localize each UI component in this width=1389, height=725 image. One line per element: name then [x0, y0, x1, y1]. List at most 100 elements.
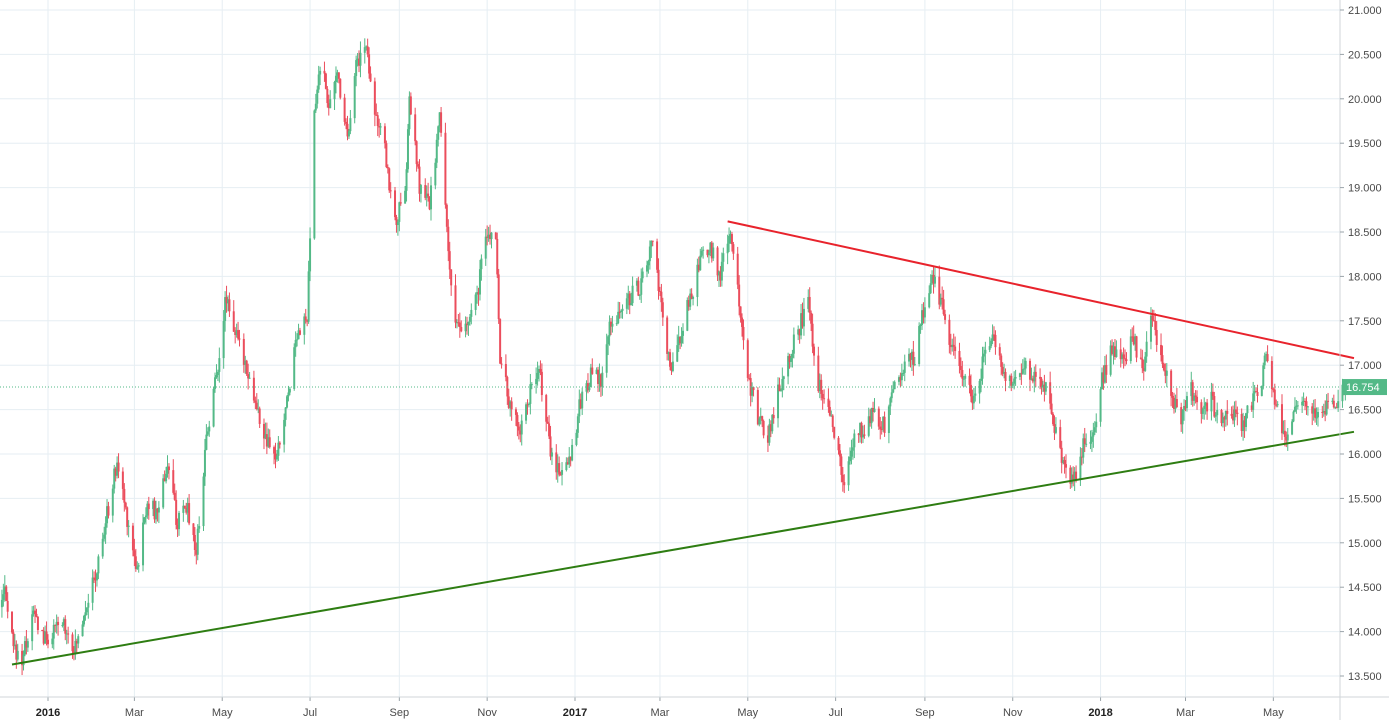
price-axis[interactable]: 13.500 14.000 14.500 15.000 15.500 16.000 16.5… — [1340, 5, 1382, 683]
candle — [103, 526, 106, 542]
candle-body — [448, 251, 451, 270]
candle-body — [1304, 400, 1307, 402]
candle-body — [95, 573, 98, 581]
candle — [333, 80, 336, 110]
candle — [287, 385, 290, 402]
candle — [717, 270, 720, 287]
candle — [762, 419, 765, 439]
candle-body — [278, 442, 281, 445]
candle — [872, 401, 875, 422]
candle — [395, 214, 398, 233]
candle-body — [1172, 397, 1175, 409]
candle-body — [761, 416, 764, 421]
candle — [526, 399, 529, 415]
candle-body — [1211, 391, 1214, 397]
candle — [558, 456, 561, 477]
candle — [114, 466, 117, 482]
candle — [44, 625, 47, 644]
candle-body — [1060, 447, 1063, 463]
candle-body — [860, 422, 863, 438]
candle — [468, 313, 471, 326]
candle — [1201, 407, 1204, 420]
candle — [581, 387, 584, 415]
y-tick-label: 18.500 — [1348, 227, 1382, 239]
candle — [988, 336, 991, 353]
candle-body — [273, 447, 276, 454]
candle-body — [676, 345, 679, 362]
candle — [1327, 392, 1330, 409]
trendlines[interactable] — [11, 220, 1355, 666]
candle-body — [1260, 386, 1263, 396]
candle-body — [732, 244, 735, 254]
candle — [34, 605, 37, 624]
candle-body — [137, 565, 140, 567]
candle-body — [12, 632, 15, 647]
candle — [768, 418, 771, 446]
candle — [47, 634, 49, 649]
candle — [1331, 397, 1334, 405]
candle — [769, 420, 772, 438]
candle — [576, 413, 579, 438]
candle — [706, 249, 709, 258]
candle — [939, 293, 942, 307]
candle-body — [304, 316, 307, 321]
time-axis[interactable]: 2016 Mar May Jul Sep Nov 2017 Mar May Jul Sep Nov 20… — [36, 697, 1284, 719]
candle-body — [1099, 389, 1102, 422]
candle — [1322, 403, 1325, 417]
candle — [417, 161, 420, 169]
candle-body — [830, 415, 833, 417]
candle-body — [258, 408, 261, 424]
candle — [1014, 369, 1017, 386]
candle — [257, 399, 260, 414]
candle-body — [519, 430, 522, 435]
candle — [748, 374, 751, 381]
candle — [424, 178, 427, 201]
candle — [918, 322, 921, 367]
candle — [949, 333, 952, 355]
candle — [621, 304, 624, 319]
candle — [661, 297, 664, 326]
candle — [546, 416, 549, 424]
candle-body — [405, 169, 408, 191]
candle-body — [52, 624, 55, 639]
candle — [1134, 333, 1137, 351]
candle — [262, 418, 265, 450]
candle — [489, 224, 492, 245]
candle — [859, 422, 862, 443]
candle-body — [840, 456, 843, 475]
candle-body — [588, 386, 591, 391]
current-price-label-bg — [1342, 379, 1387, 396]
candle — [968, 368, 971, 394]
support-trendline[interactable] — [11, 430, 1355, 666]
candle — [1073, 467, 1076, 492]
candle — [192, 523, 195, 542]
candle-body — [45, 631, 48, 640]
candle-body — [1230, 413, 1233, 416]
candle — [373, 77, 376, 127]
candle — [1121, 352, 1124, 364]
candle — [1008, 374, 1011, 389]
resistance-trendline[interactable] — [727, 220, 1355, 360]
candle — [736, 246, 739, 290]
candle-body — [1102, 372, 1105, 383]
candle-body — [470, 309, 473, 317]
candle-body — [224, 297, 227, 321]
candle — [1221, 412, 1224, 428]
candle — [631, 276, 634, 306]
candle — [65, 629, 68, 645]
candle — [980, 368, 983, 393]
candle — [716, 246, 719, 282]
candle-body — [741, 317, 744, 327]
candle-body — [1152, 320, 1155, 322]
candle-body — [415, 141, 418, 165]
candle — [366, 38, 369, 58]
candle — [1049, 371, 1052, 410]
candle-body — [172, 470, 175, 493]
x-tick-label: 2018 — [1088, 707, 1112, 719]
candle — [131, 522, 134, 557]
candle-body — [710, 242, 713, 259]
candle — [303, 313, 306, 345]
candle-body — [153, 500, 156, 520]
